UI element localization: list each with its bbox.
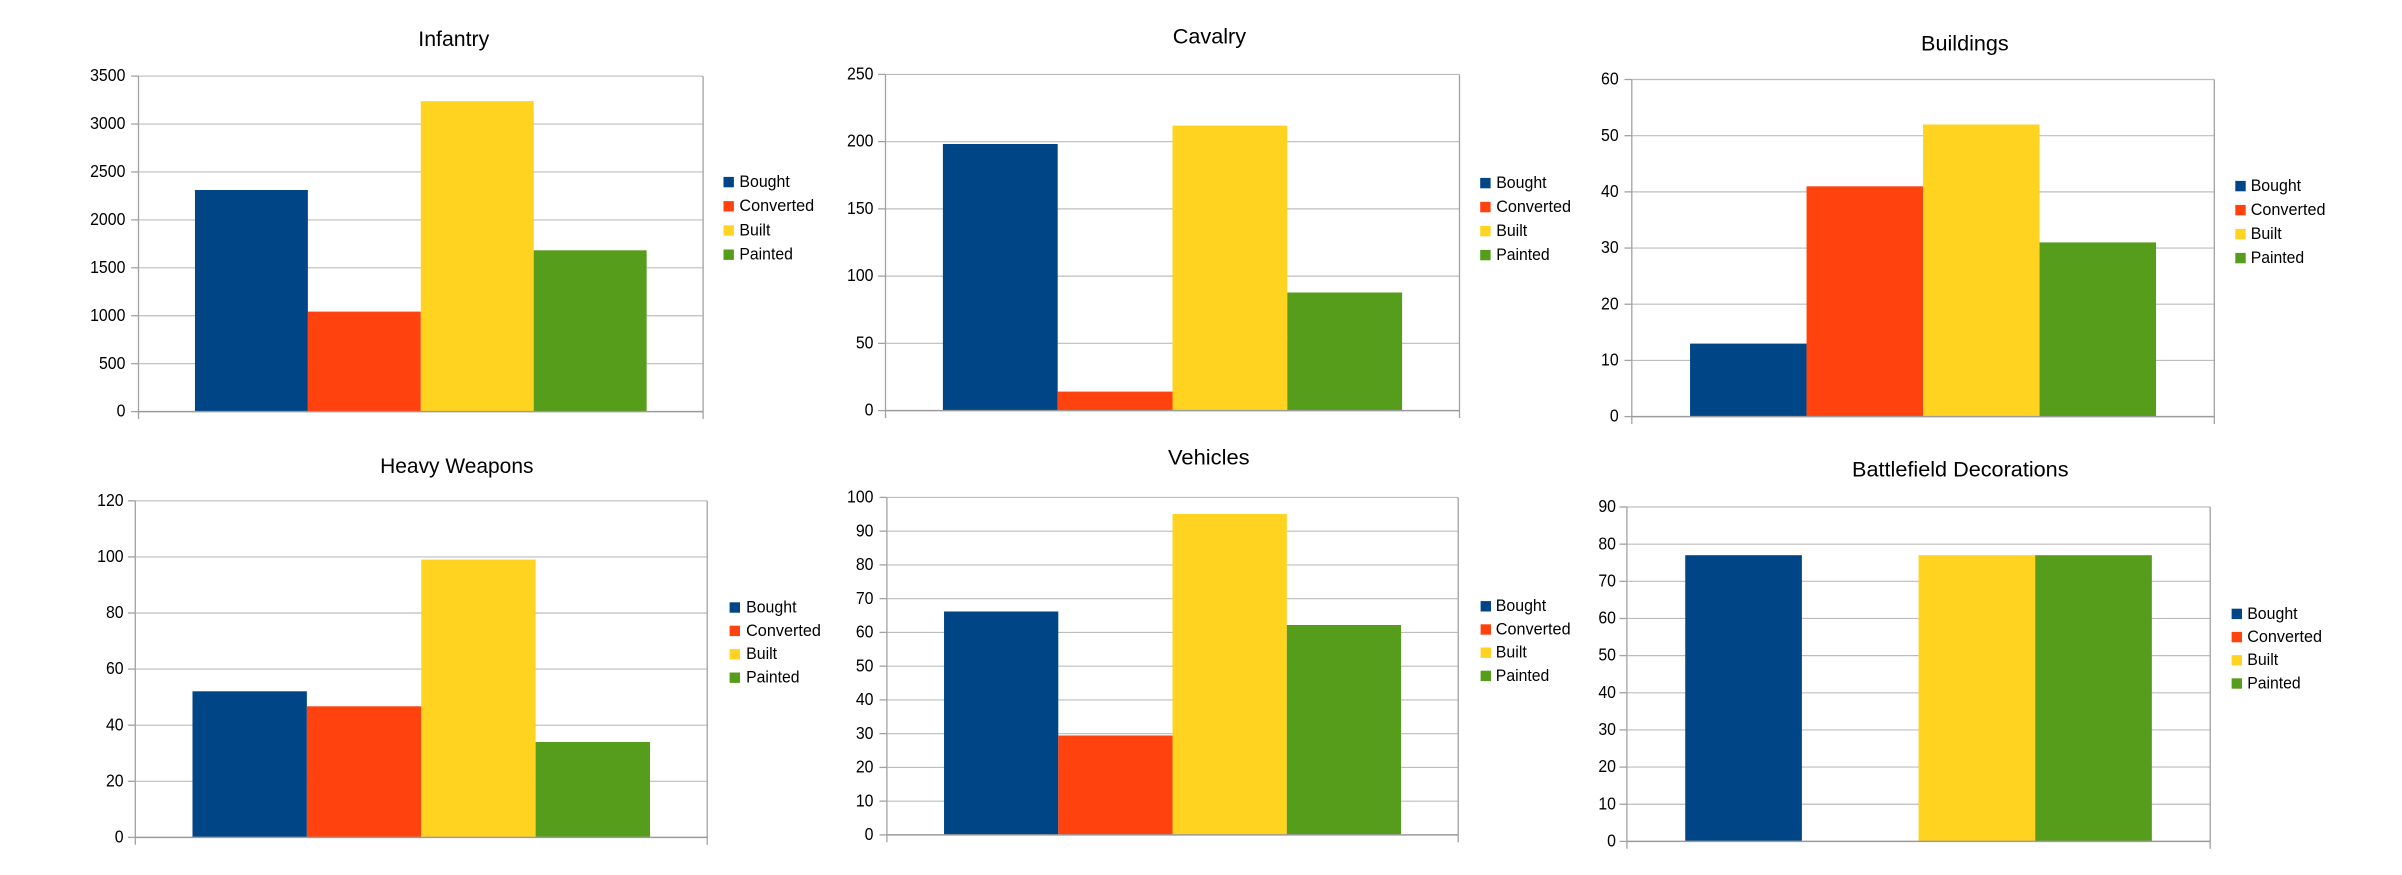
svg-text:Cavalry: Cavalry (1173, 24, 1246, 49)
svg-text:Infantry: Infantry (418, 26, 489, 51)
svg-text:30: 30 (856, 723, 874, 743)
svg-text:200: 200 (847, 131, 874, 151)
svg-text:90: 90 (1598, 496, 1616, 516)
svg-text:0: 0 (865, 824, 874, 844)
svg-text:60: 60 (856, 622, 874, 642)
svg-text:40: 40 (1601, 181, 1619, 201)
svg-text:Converted: Converted (746, 621, 821, 640)
svg-text:100: 100 (847, 265, 874, 285)
svg-text:10: 10 (1601, 350, 1619, 370)
svg-text:Converted: Converted (2247, 627, 2322, 646)
svg-text:Buildings: Buildings (1921, 30, 2009, 55)
svg-text:500: 500 (99, 353, 126, 373)
svg-text:70: 70 (1598, 570, 1616, 590)
svg-text:120: 120 (97, 490, 124, 510)
svg-text:1000: 1000 (90, 305, 126, 325)
svg-text:2000: 2000 (90, 209, 126, 229)
svg-text:10: 10 (1598, 793, 1616, 813)
svg-text:Painted: Painted (2251, 248, 2305, 267)
svg-text:Painted: Painted (1496, 245, 1550, 264)
svg-text:Painted: Painted (739, 245, 793, 264)
svg-text:Converted: Converted (1496, 619, 1571, 638)
svg-text:Heavy Weapons: Heavy Weapons (380, 453, 533, 478)
svg-text:100: 100 (97, 546, 124, 566)
svg-text:50: 50 (856, 655, 874, 675)
svg-text:50: 50 (1598, 645, 1616, 665)
svg-text:0: 0 (1610, 406, 1619, 426)
svg-text:20: 20 (856, 757, 874, 777)
svg-text:100: 100 (847, 487, 874, 507)
svg-text:30: 30 (1598, 719, 1616, 739)
svg-text:60: 60 (1601, 69, 1619, 89)
svg-text:20: 20 (106, 770, 124, 790)
svg-text:Bought: Bought (739, 172, 790, 191)
svg-text:20: 20 (1598, 756, 1616, 776)
svg-text:40: 40 (106, 714, 124, 734)
svg-text:Converted: Converted (1496, 197, 1571, 216)
svg-text:2500: 2500 (90, 161, 126, 181)
svg-text:Painted: Painted (1496, 666, 1550, 685)
svg-text:80: 80 (106, 602, 124, 622)
svg-text:Bought: Bought (1496, 173, 1547, 192)
svg-text:0: 0 (117, 401, 126, 421)
svg-text:150: 150 (847, 198, 874, 218)
svg-text:30: 30 (1601, 237, 1619, 257)
svg-text:Painted: Painted (2247, 673, 2301, 692)
svg-text:0: 0 (1607, 831, 1616, 851)
svg-text:Battlefield Decorations: Battlefield Decorations (1852, 457, 2069, 482)
svg-text:70: 70 (856, 588, 874, 608)
svg-text:90: 90 (856, 520, 874, 540)
svg-text:Bought: Bought (2251, 176, 2302, 195)
svg-text:Converted: Converted (739, 196, 814, 215)
svg-text:40: 40 (856, 689, 874, 709)
svg-text:Built: Built (739, 220, 770, 239)
svg-text:Built: Built (1496, 221, 1527, 240)
svg-text:0: 0 (865, 400, 874, 420)
svg-text:40: 40 (1598, 682, 1616, 702)
svg-text:3000: 3000 (90, 113, 126, 133)
svg-text:Built: Built (1496, 643, 1527, 662)
svg-text:3500: 3500 (90, 65, 126, 85)
svg-text:Built: Built (2251, 224, 2282, 243)
svg-text:60: 60 (106, 658, 124, 678)
svg-text:Built: Built (2247, 650, 2278, 669)
svg-text:0: 0 (115, 827, 124, 847)
svg-text:60: 60 (1598, 608, 1616, 628)
svg-text:50: 50 (856, 332, 874, 352)
svg-text:80: 80 (856, 554, 874, 574)
svg-text:50: 50 (1601, 125, 1619, 145)
svg-text:Bought: Bought (1496, 596, 1547, 615)
svg-text:Bought: Bought (2247, 604, 2298, 623)
svg-text:250: 250 (847, 64, 874, 84)
svg-text:80: 80 (1598, 533, 1616, 553)
svg-text:Built: Built (746, 644, 777, 663)
svg-text:Bought: Bought (746, 597, 797, 616)
svg-text:10: 10 (856, 790, 874, 810)
svg-text:1500: 1500 (90, 257, 126, 277)
svg-text:Vehicles: Vehicles (1168, 445, 1250, 470)
svg-text:20: 20 (1601, 293, 1619, 313)
svg-text:Painted: Painted (746, 668, 800, 687)
svg-text:Converted: Converted (2251, 200, 2326, 219)
